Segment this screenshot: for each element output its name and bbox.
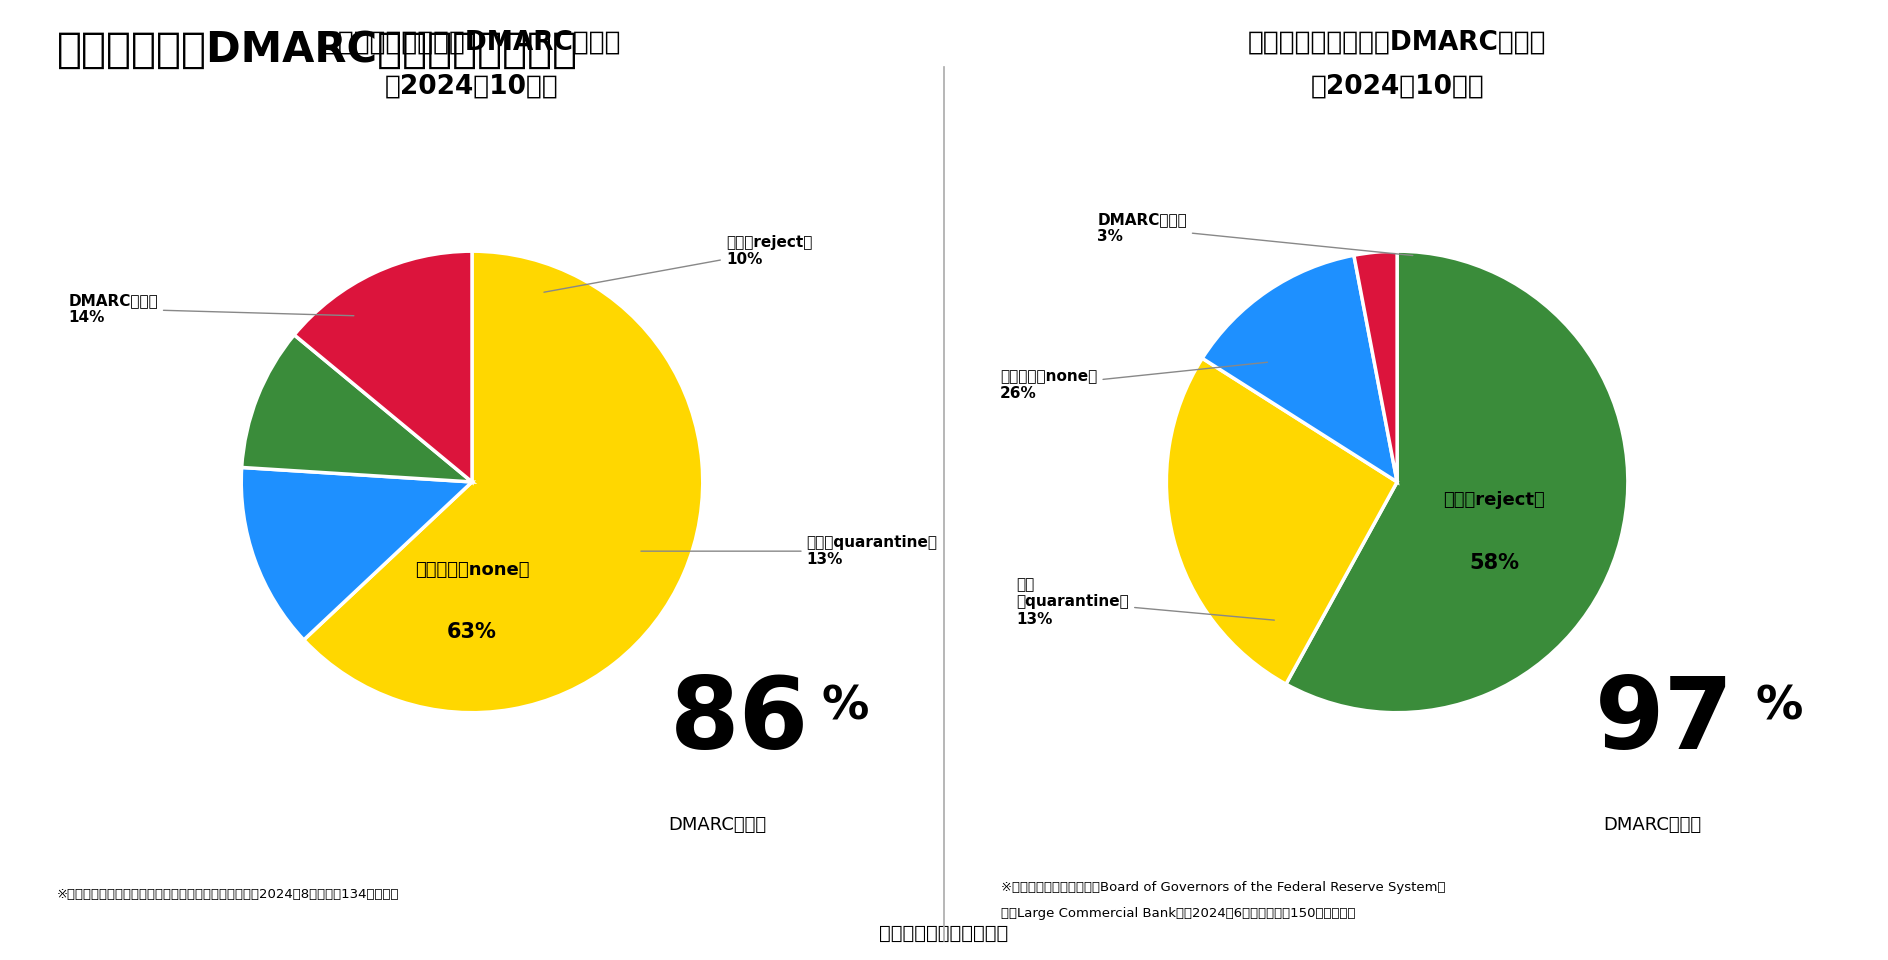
Text: DMARC未導入
3%: DMARC未導入 3% <box>1097 212 1412 255</box>
Wedge shape <box>242 468 472 640</box>
Text: %: % <box>821 685 868 730</box>
Text: 拒否（reject）: 拒否（reject） <box>1442 492 1544 510</box>
Wedge shape <box>1354 252 1397 482</box>
Text: 拒否（reject）
10%: 拒否（reject） 10% <box>544 235 812 292</box>
Title: 米国の銀行におけるDMARC導入率
（2024年10月）: 米国の銀行におけるDMARC導入率 （2024年10月） <box>1248 30 1546 99</box>
Text: 58%: 58% <box>1469 553 1520 573</box>
Text: 監視のみ（none）
26%: 監視のみ（none） 26% <box>1001 362 1267 401</box>
Text: ※日本の銀行ドメインは、金融庁の「銀行免許一覧」（2024年8月）より134行が対象: ※日本の銀行ドメインは、金融庁の「銀行免許一覧」（2024年8月）より134行が… <box>57 888 398 901</box>
Wedge shape <box>1203 255 1397 482</box>
Text: DMARC導入率: DMARC導入率 <box>668 816 767 834</box>
Text: ※米国の銀行ドメインは、Board of Governors of the Federal Reserve Systemの: ※米国の銀行ドメインは、Board of Governors of the Fe… <box>1001 881 1444 895</box>
Wedge shape <box>1286 252 1627 712</box>
Text: 監視のみ（none）: 監視のみ（none） <box>415 561 529 579</box>
Text: 銀行におけるDMARC導入率　日米比較: 銀行におけるDMARC導入率 日米比較 <box>57 29 578 71</box>
Wedge shape <box>242 335 472 482</box>
Text: 調査：プルーフポイント: 調査：プルーフポイント <box>880 924 1008 943</box>
Text: DMARC未導入
14%: DMARC未導入 14% <box>68 293 353 325</box>
Text: 隔離（quarantine）
13%: 隔離（quarantine） 13% <box>640 535 938 567</box>
Wedge shape <box>1167 358 1397 684</box>
Text: DMARC導入率: DMARC導入率 <box>1603 816 1701 834</box>
Title: 日本の銀行におけるDMARC導入率
（2024年10月）: 日本の銀行におけるDMARC導入率 （2024年10月） <box>323 30 621 99</box>
Wedge shape <box>304 252 702 712</box>
Text: 63%: 63% <box>447 622 497 642</box>
Text: 隔離
（quarantine）
13%: 隔離 （quarantine） 13% <box>1016 577 1274 627</box>
Text: 97: 97 <box>1595 673 1735 770</box>
Text: %: % <box>1756 685 1803 730</box>
Text: 86: 86 <box>670 673 810 770</box>
Text: 「Large Commercial Bank」（2024年6月）のトップ150行が対象。: 「Large Commercial Bank」（2024年6月）のトップ150行… <box>1001 907 1356 921</box>
Wedge shape <box>295 252 472 482</box>
